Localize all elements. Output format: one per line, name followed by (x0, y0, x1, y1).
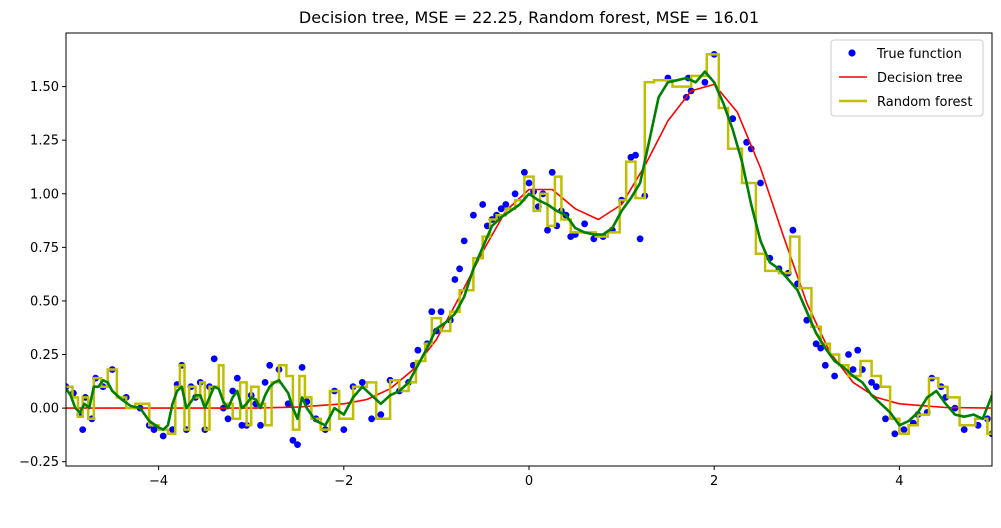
true-function-point (456, 265, 463, 273)
true-function-point (340, 426, 348, 433)
true-function-point (872, 383, 880, 391)
y-tick-label: 0.25 (30, 348, 59, 363)
y-tick-label: −0.25 (19, 455, 59, 470)
y-tick-label: 0.00 (30, 402, 59, 417)
true-function-point (581, 220, 588, 228)
true-function-point (377, 411, 385, 418)
true-function-point (544, 226, 551, 234)
true-function-point (238, 421, 246, 429)
ensemble-mean-line (66, 70, 992, 431)
true-function-point (210, 355, 218, 363)
x-tick-label: 2 (710, 474, 718, 489)
true-function-point (845, 351, 852, 358)
true-function-point (701, 78, 709, 86)
true-function-point (294, 441, 301, 448)
legend-label-random-forest: Random forest (877, 95, 972, 110)
y-tick-label: 0.50 (30, 294, 59, 309)
x-tick-label: 4 (895, 474, 903, 489)
true-function-point (150, 426, 158, 433)
true-function-point (428, 308, 436, 316)
true-function-point (460, 237, 468, 245)
x-axis: −4 −2 0 2 4 (149, 466, 904, 489)
true-function-point (266, 361, 274, 369)
true-function-point (854, 346, 862, 354)
y-tick-label: 1.50 (30, 80, 59, 95)
true-function-point (548, 168, 556, 176)
legend-marker-true-function (848, 49, 856, 57)
true-function-point (632, 151, 639, 159)
true-function-point (817, 344, 825, 352)
true-function-point (831, 372, 838, 380)
true-function-point (757, 179, 764, 187)
true-function-point (511, 190, 519, 198)
true-function-point (821, 361, 829, 369)
true-function-point (960, 426, 968, 433)
y-tick-label: 1.25 (30, 134, 59, 149)
legend: True function Decision tree Random forest (830, 39, 984, 117)
x-tick-label: 0 (525, 474, 533, 489)
legend-label-true-function: True function (876, 47, 962, 62)
true-function-point (479, 201, 487, 208)
true-function-point (257, 421, 264, 429)
chart-title: Decision tree, MSE = 22.25, Random fores… (299, 8, 759, 27)
true-function-point (233, 374, 241, 382)
true-function-point (159, 432, 167, 440)
true-function-point (497, 205, 505, 213)
true-function-point (289, 436, 297, 444)
true-function-point (451, 276, 459, 283)
plot-area (66, 51, 992, 448)
true-function-point (812, 340, 820, 348)
true-function-point (261, 379, 269, 386)
true-function-point (900, 426, 908, 433)
legend-box (830, 39, 984, 117)
x-tick-label: −4 (149, 474, 168, 489)
true-function-point (868, 379, 875, 386)
true-function-point (79, 426, 87, 433)
true-function-point (521, 168, 528, 176)
y-tick-label: 0.75 (30, 241, 59, 256)
true-function-point (229, 387, 237, 395)
y-axis: −0.25 0.00 0.25 0.50 0.75 1.00 1.25 1.50 (19, 80, 66, 470)
true-function-point (298, 364, 306, 371)
true-function-point (470, 211, 477, 219)
true-function-point (224, 415, 232, 423)
y-tick-label: 1.00 (30, 187, 59, 202)
true-function-point (437, 308, 445, 316)
true-function-point (358, 379, 366, 386)
true-function-point (525, 179, 533, 187)
decision-tree-line (66, 83, 992, 409)
true-function-point (636, 235, 644, 243)
true-function-point (368, 415, 375, 423)
true-function-point (414, 346, 422, 354)
legend-label-decision-tree: Decision tree (877, 71, 963, 86)
true-function-point (882, 415, 889, 423)
true-function-point (891, 430, 899, 438)
true-function-point (789, 226, 797, 234)
true-function-point (729, 115, 737, 123)
true-function-point (502, 201, 510, 208)
x-tick-label: −2 (334, 474, 353, 489)
true-function-point (849, 366, 857, 373)
